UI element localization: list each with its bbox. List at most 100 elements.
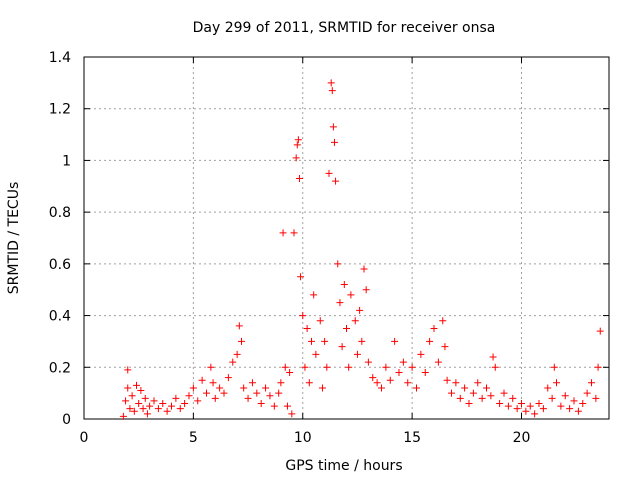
data-point [340,281,348,289]
data-point [124,384,132,392]
data-point [293,141,301,149]
data-point [128,392,136,400]
y-tick-label: 0 [62,412,71,428]
data-point [461,384,469,392]
data-point [362,286,370,294]
data-point [531,410,539,418]
data-point [224,374,232,382]
data-point [262,384,270,392]
data-point [303,325,311,332]
data-point [474,379,482,387]
data-point [570,397,578,405]
y-tick-label: 1.4 [49,50,71,66]
data-point [207,363,215,371]
data-point [539,405,547,413]
data-point [360,265,368,273]
data-point [308,337,315,345]
data-point [332,177,340,185]
data-point [448,389,455,397]
x-axis-label: GPS time / hours [285,458,402,474]
plot-frame [83,56,610,420]
data-point [119,412,127,420]
data-point [233,350,241,358]
data-point [550,363,558,371]
y-tick-label: 1 [62,153,71,169]
data-point [310,291,318,299]
data-point [338,343,346,351]
data-point [557,402,565,410]
data-point [500,389,508,397]
data-point [172,394,180,402]
x-tick-label: 15 [403,430,421,446]
data-point [413,384,420,392]
data-point [130,407,138,415]
data-point [150,397,158,405]
data-point [211,394,219,402]
data-point [154,405,162,413]
data-point [266,392,274,400]
data-point [399,358,407,366]
data-point [275,389,283,397]
data-point [316,317,324,325]
data-point [216,384,224,392]
data-point [386,376,394,384]
data-point [168,402,175,410]
data-point [290,229,298,237]
data-point [441,343,449,351]
data-point [351,317,359,325]
data-point [312,350,320,358]
data-point [297,273,305,281]
data-point [579,399,587,407]
data-point [229,358,237,366]
data-point [483,384,490,392]
data-point [185,392,193,400]
data-point [124,366,132,374]
data-points [119,79,604,420]
grid [84,57,609,419]
data-point [452,379,460,387]
data-point [478,394,486,402]
data-point [244,394,252,402]
data-point [139,405,147,413]
data-point [408,363,416,371]
data-point [334,260,342,268]
data-point [336,299,344,307]
data-point [345,363,353,371]
data-point [198,376,206,384]
data-point [189,384,197,392]
data-point [279,229,287,237]
y-tick-label: 0.4 [49,309,71,325]
data-point [513,405,521,413]
x-tick-label: 0 [80,430,89,446]
data-point [566,405,574,413]
data-point [594,363,602,371]
data-point [122,397,130,405]
data-point [356,306,364,314]
data-point [509,394,517,402]
data-point [288,410,296,418]
data-point [382,363,390,371]
y-tick-label: 0.2 [49,360,71,376]
data-point [373,379,381,387]
data-point [391,337,399,345]
data-point [318,384,326,392]
data-point [574,407,582,415]
data-point [325,169,333,177]
data-point [592,394,600,402]
data-point [181,399,189,407]
data-point [305,379,313,387]
data-point [535,399,543,407]
data-point [343,325,350,332]
y-tick-label: 0.6 [49,257,71,273]
data-point [544,384,552,392]
data-point [323,363,331,371]
data-point [270,402,278,410]
data-point [347,291,355,299]
data-point [364,358,372,366]
data-point [235,322,243,330]
data-point [220,389,228,397]
data-point [491,363,499,371]
data-point [421,368,429,376]
